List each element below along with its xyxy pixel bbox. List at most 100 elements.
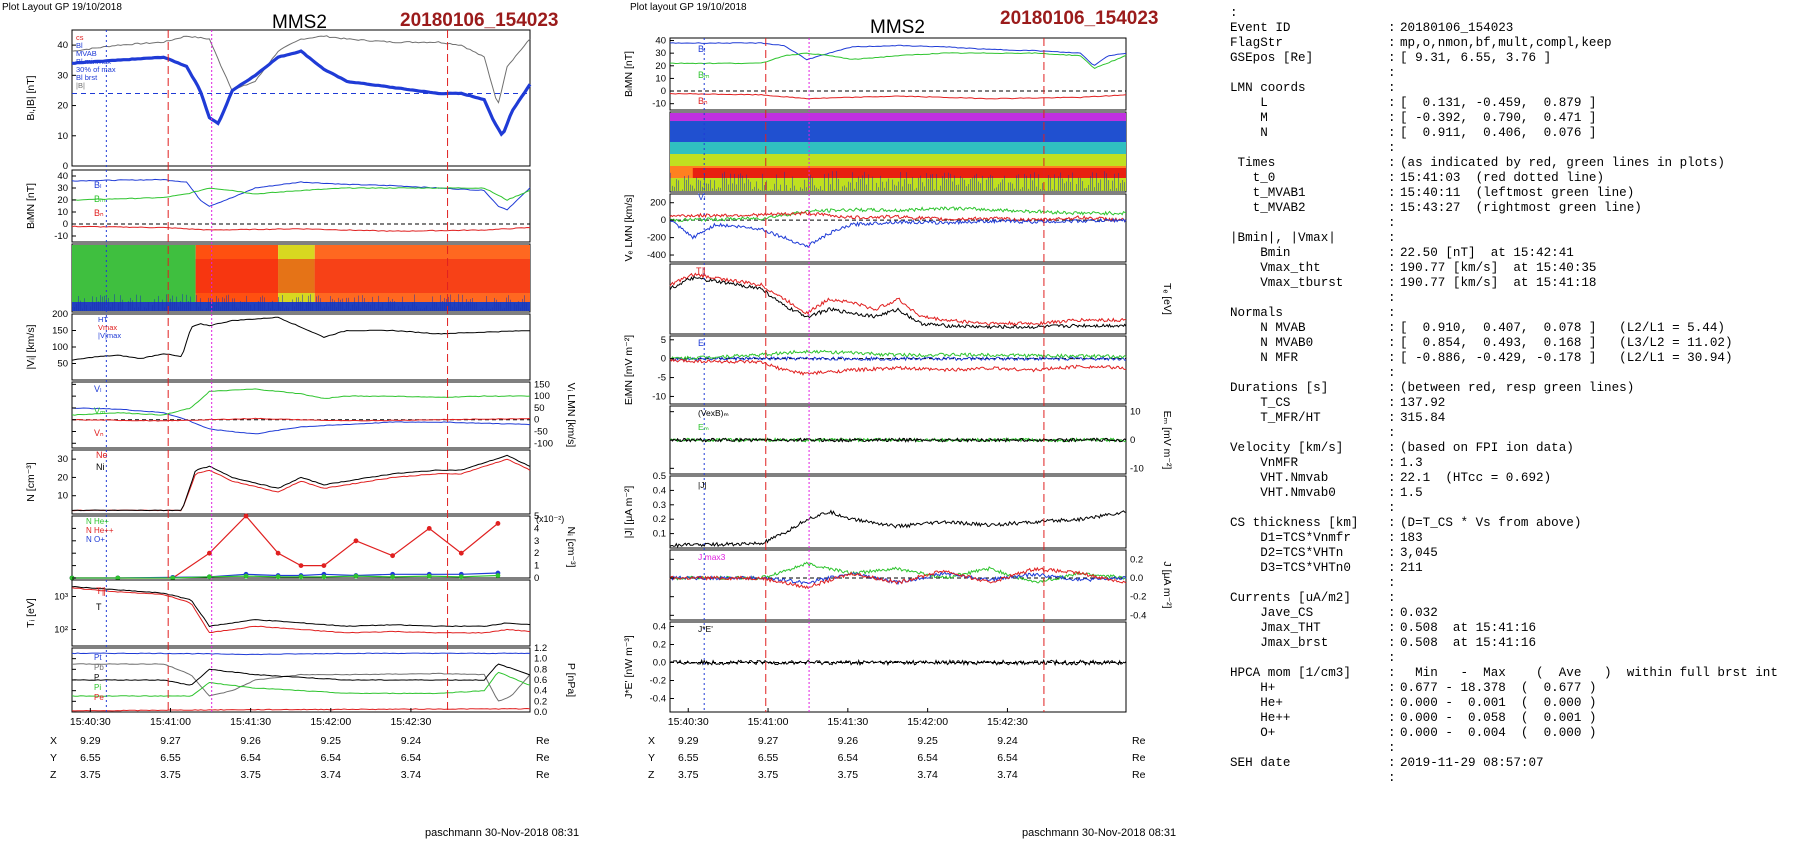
heatmap-col-R2-68	[738, 174, 739, 191]
heatmap-col-L3-102	[174, 301, 175, 311]
heatmap-col-R2-282	[952, 181, 953, 191]
info-value: 15:41:03 (red dotted line)	[1400, 171, 1605, 185]
heatmap-col-R2-360	[1030, 174, 1031, 191]
panel-L5	[71, 381, 531, 449]
R7-label-0: |J|	[698, 480, 707, 490]
R-xtick-4: 15:42:30	[987, 716, 1028, 728]
info-colon: :	[1388, 501, 1396, 515]
heatmap-col-L3-28	[100, 295, 101, 311]
heatmap-col-L3-444	[516, 304, 517, 311]
heatmap-blue-R2	[670, 122, 1126, 142]
info-colon: :	[1388, 651, 1396, 665]
heatmap-col-L3-58	[130, 297, 131, 311]
L-xtick-2: 15:41:30	[230, 716, 271, 728]
heatmap-col-L3-232	[304, 309, 305, 311]
info-colon: :	[1388, 486, 1396, 500]
heatmap-col-R2-142	[812, 177, 813, 191]
info-key: Jmax_THT	[1230, 621, 1321, 635]
ytick-R8-3: -0.4	[1130, 610, 1146, 621]
heatmap-col-R2-130	[800, 187, 801, 191]
heatmap-col-R2-76	[746, 174, 747, 191]
ytick-L6-1: 20	[57, 472, 68, 483]
heatmap-col-R2-406	[1076, 184, 1077, 191]
heatmap-col-L3-372	[444, 297, 445, 311]
heatmap-col-R2-52	[722, 173, 723, 191]
heatmap-col-L3-342	[414, 294, 415, 311]
heatmap-col-R2-420	[1090, 176, 1091, 191]
panel-R9	[669, 621, 1127, 713]
R1-label-0: Bₗ	[698, 44, 706, 54]
info-colon: :	[1388, 201, 1396, 215]
heatmap-col-L3-176	[248, 303, 249, 311]
heatmap-col-R2-92	[762, 173, 763, 191]
ytick-R8-1: 0.0	[1130, 573, 1143, 584]
heatmap-col-L3-76	[148, 302, 149, 311]
heatmap-col-L3-456	[528, 309, 529, 311]
heatmap-col-L3-120	[192, 310, 193, 311]
ytick-L7-1: 4	[534, 523, 539, 534]
heatmap-col-L3-332	[404, 306, 405, 311]
heatmap-col-L3-38	[110, 307, 111, 311]
heatmap-col-L3-206	[278, 297, 279, 311]
series-R5-E	[669, 355, 1127, 362]
info-key: CS thickness [km]	[1230, 516, 1359, 530]
info-value: 190.77 [km/s] at 15:41:18	[1400, 276, 1597, 290]
heatmap-col-R2-102	[772, 189, 773, 191]
heatmap-col-L3-166	[238, 308, 239, 311]
info-row: N: [ 0.911, 0.406, 0.076 ]	[1230, 126, 1800, 141]
heatmap-col-R2-276	[946, 179, 947, 191]
L-pos-Z-label: Z	[50, 769, 57, 781]
heatmap-col-R2-244	[914, 189, 915, 191]
R-pos-Y-0: 6.55	[678, 752, 699, 764]
heatmap-col-R2-110	[780, 184, 781, 191]
heatmap-col-R2-18	[688, 175, 689, 191]
heatmap-col-L3-286	[358, 295, 359, 311]
info-key	[1230, 426, 1388, 441]
point-L7-2-9	[390, 574, 395, 580]
info-key: D3=TCS*VHTn0	[1230, 561, 1351, 575]
info-colon: :	[1388, 591, 1396, 605]
heatmap-col-L3-8	[80, 300, 81, 311]
heatmap-col-R2-354	[1024, 173, 1025, 191]
heatmap-col-L3-358	[430, 307, 431, 311]
heatmap-col-R2-66	[736, 184, 737, 191]
info-key: N MFR	[1230, 351, 1299, 365]
panel-R4	[669, 263, 1127, 335]
heatmap-col-L3-268	[340, 299, 341, 311]
info-value: 0.000 - 0.004 ( 0.000 )	[1400, 726, 1597, 740]
heatmap-col-L3-320	[392, 298, 393, 311]
left-spacecraft-title: MMS2	[272, 12, 327, 33]
info-key	[1230, 141, 1388, 156]
series-L9-Pt	[71, 652, 531, 656]
heatmap-col-L3-280	[352, 304, 353, 311]
heatmap-col-L3-56	[128, 301, 129, 311]
heatmap-col-L3-292	[364, 298, 365, 311]
ytick-L2-5: -10	[54, 231, 68, 242]
info-colon: :	[1388, 231, 1396, 245]
heatmap-col-R2-116	[786, 185, 787, 191]
heatmap-col-L3-68	[140, 295, 141, 311]
info-value: 183	[1400, 531, 1423, 545]
ytick-L7-2: 3	[534, 536, 539, 547]
heatmap-col-L3-262	[334, 300, 335, 311]
heatmap-col-R2-424	[1094, 187, 1095, 191]
info-row: :	[1230, 216, 1800, 231]
R-pos-X-0: 9.29	[678, 735, 699, 747]
ytick-R7-1: 0.4	[653, 485, 666, 496]
series-L6-Ni	[71, 454, 531, 512]
info-row: :	[1230, 66, 1800, 81]
L4-legend-1: Vmax	[98, 323, 117, 332]
ytick-R7-3: 0.2	[653, 514, 666, 525]
ylabel-L6: N [cm⁻³]	[25, 462, 37, 501]
info-row: :	[1230, 291, 1800, 306]
info-key: t_0	[1230, 171, 1276, 185]
ytick-R3-2: -200	[647, 233, 666, 244]
point-L7-0-10	[426, 526, 432, 531]
panel-R1	[669, 37, 1127, 111]
heatmap-col-L3-188	[260, 297, 261, 311]
heatmap-col-L3-386	[458, 294, 459, 311]
heatmap-col-R2-56	[726, 178, 727, 191]
info-key: O+	[1230, 726, 1276, 740]
left-footer: paschmann 30-Nov-2018 08:31	[425, 827, 579, 839]
panels-layer	[69, 29, 1127, 713]
